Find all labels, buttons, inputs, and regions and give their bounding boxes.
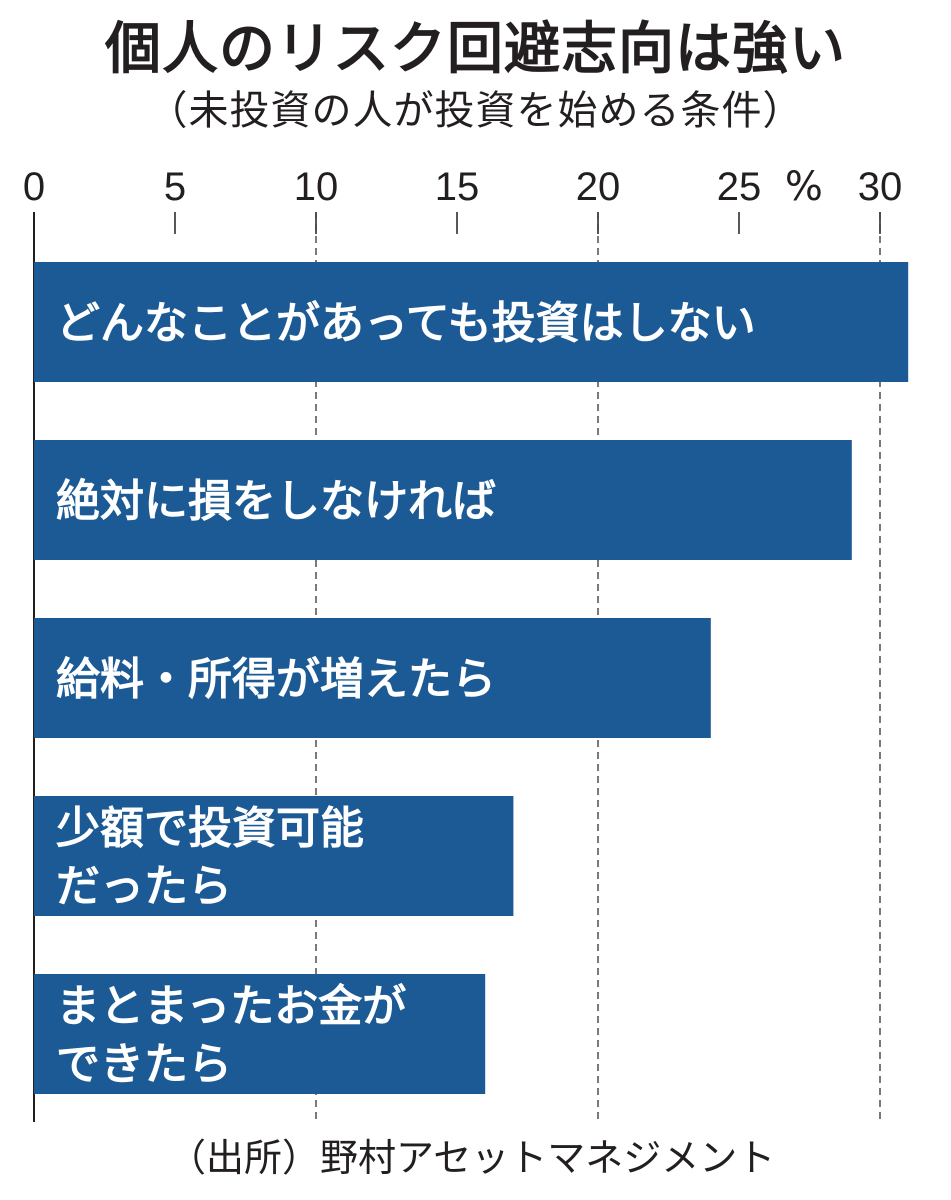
bar-labels: どんなことがあっても投資はしない絶対に損をしなければ給料・所得が増えたら少額で投… (56, 298, 756, 1090)
x-axis-ticks: 0 5 10 15 20 25 30% (23, 164, 902, 234)
chart-title: 個人のリスク回避志向は強い (105, 17, 846, 82)
x-tick-label: 20 (576, 165, 621, 209)
bar-label: 少額で投資可能 (56, 803, 364, 854)
x-tick-label: 30 (858, 165, 903, 209)
chart-subtitle: （未投資の人が投資を始める条件） (147, 88, 804, 134)
x-tick-label: 15 (435, 165, 480, 209)
x-tick-label: 0 (23, 165, 45, 209)
bar (34, 796, 514, 916)
x-tick-label: 10 (294, 165, 339, 209)
bar-label: どんなことがあっても投資はしない (56, 298, 756, 349)
bar (34, 618, 711, 738)
x-tick-label: 25 (717, 165, 762, 209)
bar-label: できたら (56, 1039, 232, 1090)
bar (34, 262, 909, 382)
bar (34, 440, 852, 560)
bar-label: だったら (56, 861, 232, 912)
x-unit-label: % (785, 164, 823, 210)
bar-label: 絶対に損をしなければ (56, 476, 496, 527)
x-tick-label: 5 (164, 165, 186, 209)
source-note: （出所）野村アセットマネジメント (168, 1136, 776, 1180)
bar-label: まとまったお金が (56, 981, 406, 1032)
bar (34, 974, 486, 1094)
bars (34, 262, 909, 1094)
bar-label: 給料・所得が増えたら (56, 654, 496, 705)
